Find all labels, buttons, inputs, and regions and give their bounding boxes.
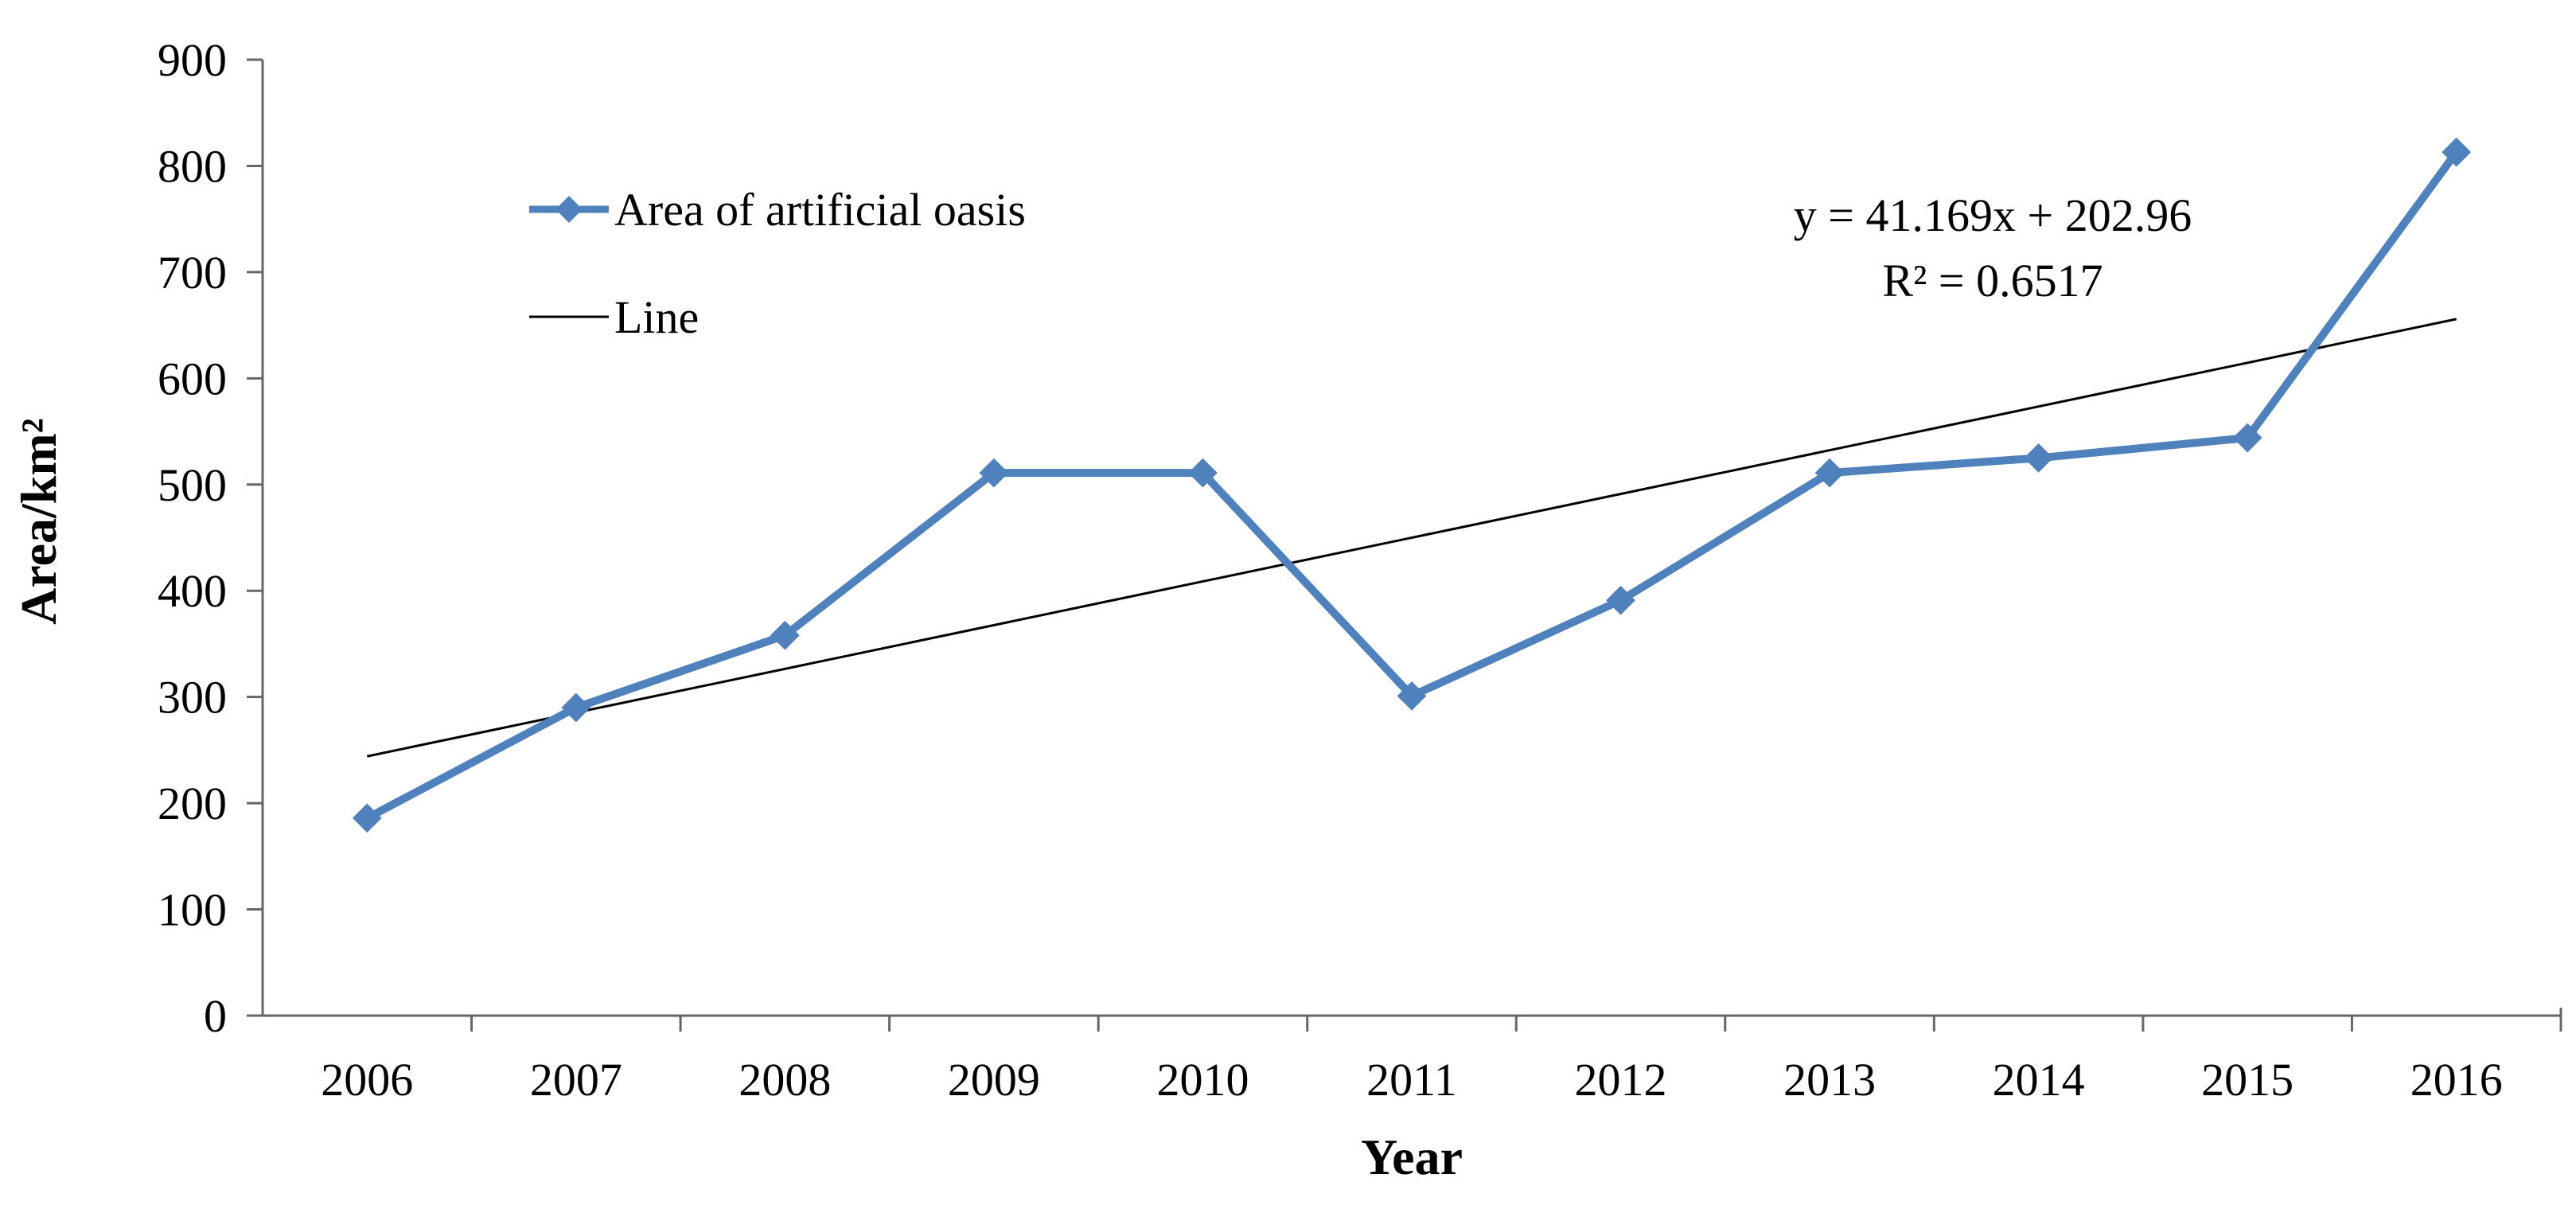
y-axis-title: Area/km²: [10, 418, 67, 625]
data-point-marker: [2232, 423, 2262, 453]
x-tick-label: 2015: [2201, 1054, 2293, 1106]
legend-trend-label: Line: [614, 291, 699, 343]
data-point-marker: [2442, 137, 2472, 167]
x-axis-title: Year: [1361, 1129, 1463, 1185]
legend: Area of artificial oasis Line: [529, 184, 1026, 343]
x-tick-label: 2013: [1783, 1054, 1876, 1106]
x-tick-label: 2014: [1993, 1054, 2085, 1106]
trendline-group: [366, 318, 2457, 758]
y-tick-label: 400: [158, 565, 227, 617]
data-point-marker: [2024, 443, 2054, 473]
legend-series-marker: [555, 196, 583, 223]
x-tick-label: 2016: [2410, 1054, 2503, 1106]
y-tick-label: 700: [158, 247, 227, 298]
data-point-marker: [1188, 458, 1218, 488]
trendline: [366, 318, 2457, 758]
series-group: [352, 137, 2472, 833]
data-point-marker: [1397, 681, 1427, 711]
y-tick-label: 0: [204, 990, 227, 1042]
x-axis-ticks: 2006 2007 2008 2009 2010 2011 2012 2013 2014 2015…: [321, 1016, 2503, 1106]
x-tick-label: 2012: [1575, 1054, 1667, 1106]
axes: [261, 60, 2562, 1032]
y-axis-ticks: 0 100 200 300 400 500 600 700 800 900: [158, 34, 263, 1042]
data-point-marker: [561, 692, 591, 723]
legend-series-label: Area of artificial oasis: [614, 184, 1026, 236]
y-tick-label: 600: [158, 353, 227, 404]
x-tick-label: 2011: [1366, 1054, 1457, 1106]
x-tick-label: 2010: [1156, 1054, 1249, 1106]
series-line: [364, 150, 2460, 822]
y-tick-label: 300: [158, 672, 227, 724]
y-tick-label: 500: [158, 459, 227, 511]
y-tick-label: 800: [158, 140, 227, 192]
data-point-marker: [1814, 458, 1845, 488]
y-tick-label: 900: [158, 34, 227, 86]
y-tick-label: 200: [158, 778, 227, 829]
data-point-marker: [352, 803, 382, 833]
x-tick-label: 2007: [530, 1054, 622, 1106]
data-point-marker: [1606, 585, 1635, 615]
data-point-marker: [770, 620, 800, 650]
y-tick-label: 100: [158, 884, 227, 936]
trendline-equation: y = 41.169x + 202.96: [1794, 189, 2192, 241]
x-tick-label: 2008: [739, 1054, 831, 1106]
x-tick-label: 2006: [321, 1054, 413, 1106]
data-point-marker: [979, 458, 1009, 488]
trendline-r-squared: R² = 0.6517: [1882, 255, 2102, 306]
x-tick-label: 2009: [948, 1054, 1040, 1106]
